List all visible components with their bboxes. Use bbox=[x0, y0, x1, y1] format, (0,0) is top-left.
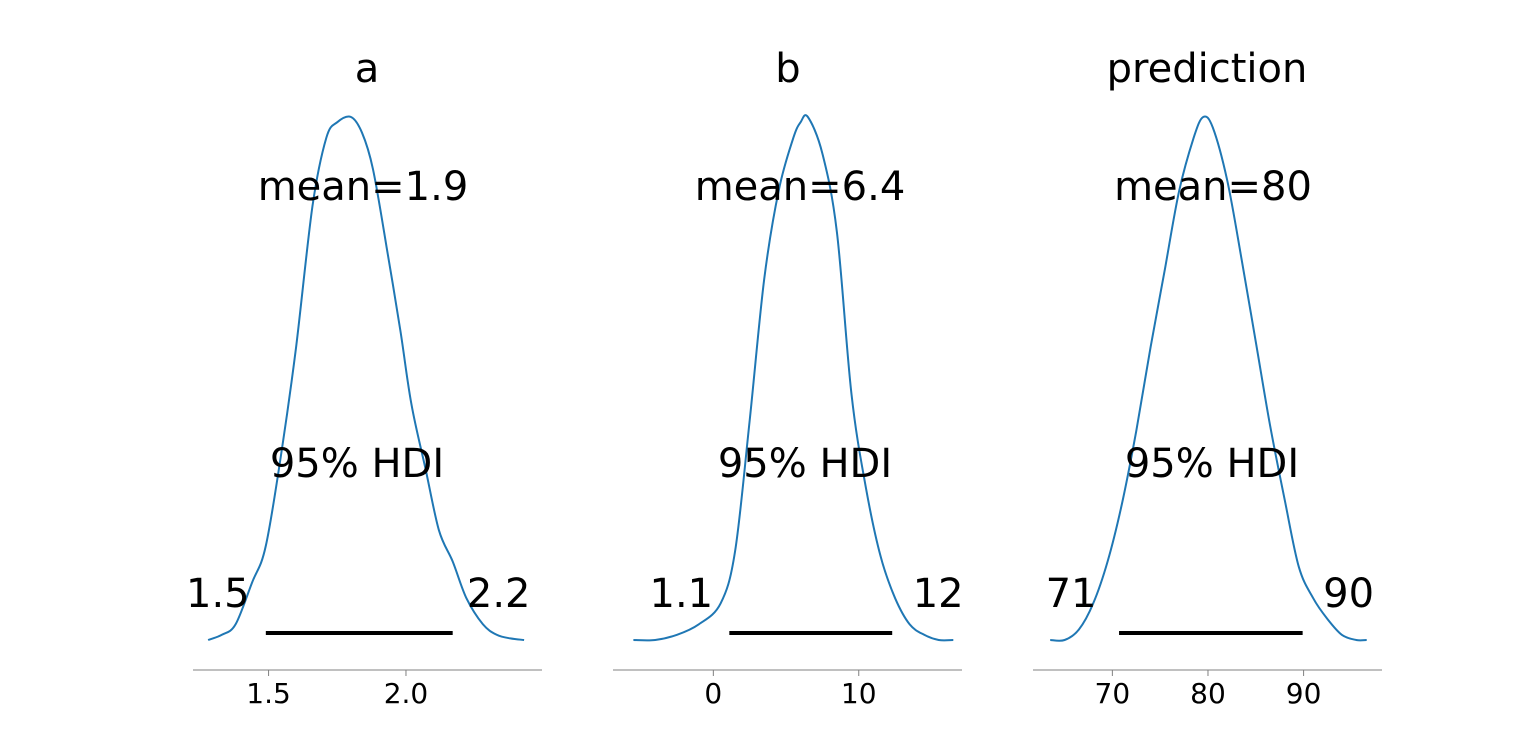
hdi-high-label: 2.2 bbox=[467, 571, 531, 617]
panel-title: b bbox=[775, 46, 800, 92]
panel-b: b mean=6.4 95% HDI 1.1 12 0 10 bbox=[613, 46, 964, 710]
x-ticks: 70 80 90 bbox=[1095, 670, 1322, 710]
panel-title: prediction bbox=[1107, 46, 1308, 92]
hdi-label: 95% HDI bbox=[270, 441, 444, 487]
hdi-low-label: 1.5 bbox=[186, 571, 250, 617]
panel-prediction: prediction mean=80 95% HDI 71 90 70 80 90 bbox=[1033, 46, 1382, 710]
density-curve bbox=[207, 115, 525, 641]
x-tick-label: 80 bbox=[1190, 677, 1226, 710]
density-curve bbox=[1050, 115, 1367, 642]
panel-a: a mean=1.9 95% HDI 1.5 2.2 1.5 2.0 bbox=[186, 46, 542, 710]
hdi-low-label: 1.1 bbox=[650, 571, 714, 617]
mean-label: mean=6.4 bbox=[695, 164, 906, 210]
x-tick-label: 2.0 bbox=[384, 677, 429, 710]
x-ticks: 0 10 bbox=[704, 670, 877, 710]
x-tick-label: 1.5 bbox=[246, 677, 291, 710]
x-tick-label: 0 bbox=[704, 677, 722, 710]
hdi-low-label: 71 bbox=[1046, 571, 1097, 617]
x-ticks: 1.5 2.0 bbox=[246, 670, 428, 710]
mean-label: mean=1.9 bbox=[258, 164, 469, 210]
hdi-high-label: 90 bbox=[1323, 571, 1374, 617]
hdi-high-label: 12 bbox=[913, 571, 964, 617]
x-tick-label: 70 bbox=[1095, 677, 1131, 710]
hdi-label: 95% HDI bbox=[718, 441, 892, 487]
mean-label: mean=80 bbox=[1114, 164, 1312, 210]
hdi-label: 95% HDI bbox=[1125, 441, 1299, 487]
panel-title: a bbox=[355, 46, 380, 92]
x-tick-label: 10 bbox=[841, 677, 877, 710]
density-curve bbox=[633, 114, 954, 642]
x-tick-label: 90 bbox=[1286, 677, 1322, 710]
